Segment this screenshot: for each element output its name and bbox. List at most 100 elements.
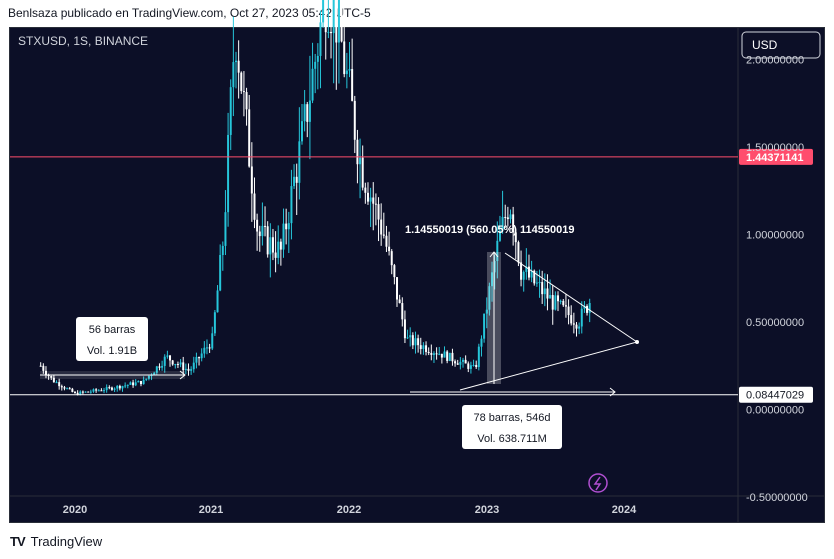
candle-body — [483, 313, 486, 339]
candle-body — [190, 369, 193, 371]
candle-body — [81, 391, 84, 393]
candle-body — [533, 270, 536, 284]
candle-body — [546, 288, 549, 299]
candle-body — [211, 333, 214, 349]
candle-body — [493, 261, 496, 273]
candle-body — [551, 295, 554, 310]
candle-body — [330, 31, 333, 34]
price-tag — [739, 386, 813, 403]
candle-body — [448, 352, 451, 361]
candle-body — [414, 338, 417, 346]
candle-body — [567, 306, 570, 316]
candle-body — [303, 104, 306, 122]
candle-body — [411, 335, 414, 346]
candle-body — [92, 389, 95, 392]
candle-body — [121, 386, 124, 389]
candle-body — [488, 286, 491, 310]
candle-body — [227, 134, 230, 213]
candle-body — [509, 214, 512, 220]
candle-body — [311, 68, 314, 101]
footer-brand[interactable]: TV TradingView — [10, 534, 102, 549]
candle-body — [538, 282, 541, 284]
candle-body — [588, 302, 591, 313]
candle-body — [166, 355, 169, 357]
triangle-upper-line[interactable] — [504, 252, 638, 343]
candle-body — [134, 382, 137, 386]
symbol-label[interactable]: STXUSD, 1S, BINANCE — [18, 34, 148, 48]
candle-body — [427, 351, 430, 353]
candle-body — [39, 365, 42, 367]
candle-body — [235, 60, 238, 63]
candle-body — [145, 378, 148, 380]
candle-body — [182, 362, 185, 371]
candle-body — [557, 295, 560, 302]
candle-body — [253, 193, 256, 220]
candle-body — [221, 245, 224, 256]
candle-body — [327, 31, 330, 33]
candle-body — [583, 306, 586, 309]
candle-body — [245, 92, 248, 110]
candle-body — [76, 392, 79, 395]
candle-body — [100, 390, 103, 392]
candle-body — [192, 362, 195, 370]
candle-body — [103, 390, 106, 392]
currency-button[interactable]: USD — [741, 31, 821, 59]
x-tick-label: 2022 — [337, 504, 361, 516]
candle-body — [393, 265, 396, 278]
lightning-icon[interactable] — [588, 473, 608, 493]
left-date-range-band[interactable] — [40, 371, 185, 379]
candle-body — [361, 157, 364, 188]
triangle-lower-line[interactable] — [459, 341, 638, 391]
candle-body — [242, 91, 245, 93]
candle-body — [480, 338, 483, 347]
candle-body — [491, 272, 494, 287]
candle-body — [108, 387, 111, 389]
candle-body — [74, 391, 76, 393]
candle-body — [158, 366, 161, 368]
candle-body — [469, 365, 472, 369]
candle-body — [396, 277, 399, 300]
left-range-tooltip: 56 barras Vol. 1.91B — [76, 317, 148, 361]
candle-body — [87, 391, 90, 393]
candle-body — [282, 223, 285, 250]
y-tick-label: 2.00000000 — [746, 55, 804, 67]
candle-body — [406, 337, 409, 339]
candle-body — [467, 363, 470, 369]
candle-body — [208, 347, 211, 349]
candle-body — [271, 237, 274, 253]
x-tick-label: 2021 — [199, 504, 223, 516]
candle-body — [205, 347, 208, 349]
candle-body — [118, 385, 121, 389]
candle-body — [322, 0, 325, 23]
candle-body — [335, 0, 338, 43]
candle-body — [44, 370, 47, 376]
candle-body — [324, 0, 327, 33]
candle-body — [517, 242, 520, 263]
candle-body — [68, 388, 71, 390]
candles-layer — [39, 0, 591, 396]
price-tag — [739, 148, 813, 165]
candle-body — [116, 385, 119, 389]
candle-body — [63, 387, 66, 389]
candle-body — [570, 315, 573, 324]
candle-body — [498, 230, 501, 241]
candle-body — [430, 352, 433, 355]
candle-body — [153, 372, 156, 375]
candle-body — [124, 385, 127, 387]
candle-body — [422, 345, 425, 350]
candle-body — [126, 384, 129, 386]
candle-body — [446, 351, 449, 361]
triangle-apex-handle[interactable] — [635, 340, 639, 344]
candle-body — [461, 359, 464, 362]
chart-frame[interactable] — [9, 27, 825, 523]
right-range-volume: Vol. 638.711M — [477, 433, 547, 445]
candle-body — [79, 391, 82, 395]
candle-body — [179, 362, 182, 365]
candle-body — [390, 251, 393, 266]
candle-body — [345, 70, 348, 75]
candle-body — [105, 387, 108, 391]
candle-body — [139, 380, 142, 385]
candle-body — [66, 388, 69, 390]
candle-body — [343, 41, 346, 75]
